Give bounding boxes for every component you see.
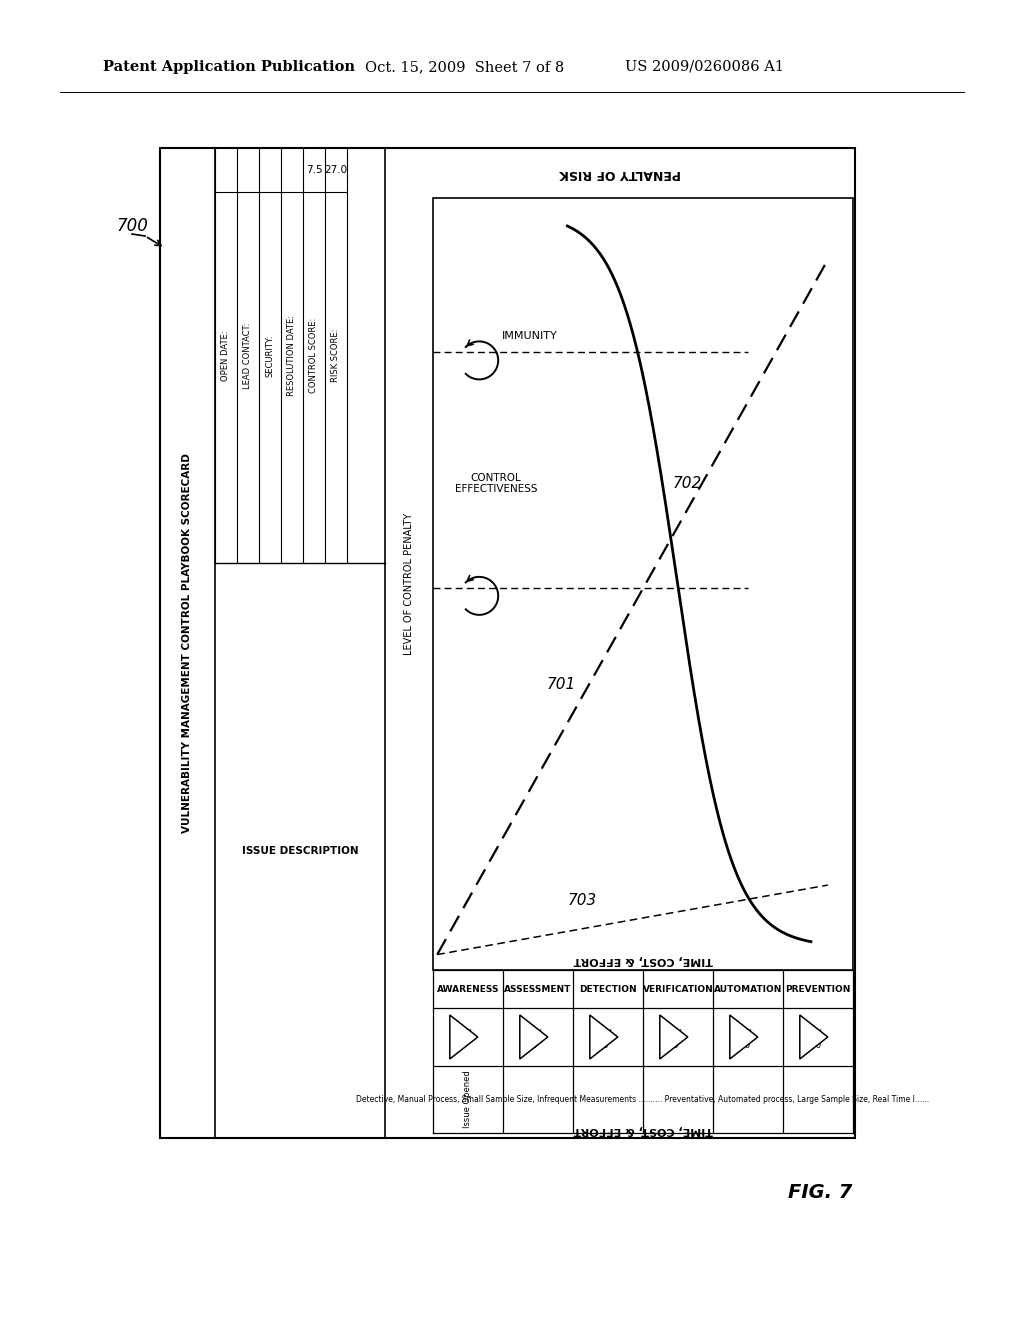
Text: SECURITY:: SECURITY: — [265, 334, 274, 376]
Polygon shape — [800, 1015, 827, 1059]
Text: CONTROL SCORE:: CONTROL SCORE: — [309, 318, 318, 393]
Text: IMMUNITY: IMMUNITY — [503, 331, 558, 342]
Text: RISK SCORE:: RISK SCORE: — [332, 329, 341, 383]
Text: 702: 702 — [673, 477, 701, 491]
Text: CONTROL
EFFECTIVENESS: CONTROL EFFECTIVENESS — [455, 473, 538, 495]
Text: Day: Day — [594, 1027, 612, 1036]
Text: 27.0: 27.0 — [325, 165, 347, 176]
Polygon shape — [450, 1015, 478, 1059]
Text: 7.5: 7.5 — [306, 165, 323, 176]
Text: 90: 90 — [668, 1040, 679, 1049]
Text: TIME, COST, & EFFORT: TIME, COST, & EFFORT — [573, 1125, 713, 1135]
Text: ASSESSMENT: ASSESSMENT — [504, 985, 571, 994]
Text: 10: 10 — [527, 1040, 539, 1049]
Text: VULNERABILITY MANAGEMENT CONTROL PLAYBOOK SCORECARD: VULNERABILITY MANAGEMENT CONTROL PLAYBOO… — [182, 453, 193, 833]
Text: 30: 30 — [597, 1040, 608, 1049]
Text: 701: 701 — [547, 677, 575, 692]
Text: 360: 360 — [805, 1040, 821, 1049]
Text: LEVEL OF CONTROL PENALTY: LEVEL OF CONTROL PENALTY — [404, 513, 414, 655]
Text: ISSUE DESCRIPTION: ISSUE DESCRIPTION — [242, 846, 358, 855]
Text: PENALTY OF RISK: PENALTY OF RISK — [559, 166, 681, 180]
Text: VERIFICATION: VERIFICATION — [643, 985, 714, 994]
Text: AWARENESS: AWARENESS — [437, 985, 500, 994]
Text: OPEN DATE:: OPEN DATE: — [221, 330, 230, 380]
Text: Oct. 15, 2009  Sheet 7 of 8: Oct. 15, 2009 Sheet 7 of 8 — [365, 59, 564, 74]
Text: PREVENTION: PREVENTION — [785, 985, 851, 994]
Text: AUTOMATION: AUTOMATION — [714, 985, 782, 994]
Polygon shape — [590, 1015, 617, 1059]
Text: 700: 700 — [116, 216, 147, 235]
Text: TIME, COST, & EFFORT: TIME, COST, & EFFORT — [573, 954, 713, 965]
Text: DETECTION: DETECTION — [580, 985, 637, 994]
Text: 0: 0 — [460, 1040, 466, 1049]
Text: 180: 180 — [734, 1040, 752, 1049]
Text: Detective, Manual Process, Small Sample Size, Infrequent Measurements ..........: Detective, Manual Process, Small Sample … — [356, 1096, 930, 1104]
Text: Issue Opened: Issue Opened — [464, 1071, 472, 1129]
Text: Day: Day — [665, 1027, 682, 1036]
Bar — [160, 148, 855, 1138]
Polygon shape — [520, 1015, 548, 1059]
Polygon shape — [730, 1015, 758, 1059]
Polygon shape — [659, 1015, 688, 1059]
Text: Day: Day — [804, 1027, 822, 1036]
Text: Day: Day — [454, 1027, 472, 1036]
Text: LEAD CONTACT:: LEAD CONTACT: — [244, 322, 253, 388]
Text: Day: Day — [734, 1027, 752, 1036]
Text: RESOLUTION DATE:: RESOLUTION DATE: — [288, 315, 297, 396]
Text: Patent Application Publication: Patent Application Publication — [103, 59, 355, 74]
Text: FIG. 7: FIG. 7 — [787, 1184, 852, 1203]
Text: US 2009/0260086 A1: US 2009/0260086 A1 — [625, 59, 784, 74]
Text: Day: Day — [524, 1027, 542, 1036]
Bar — [433, 198, 853, 970]
Text: 703: 703 — [567, 894, 597, 908]
